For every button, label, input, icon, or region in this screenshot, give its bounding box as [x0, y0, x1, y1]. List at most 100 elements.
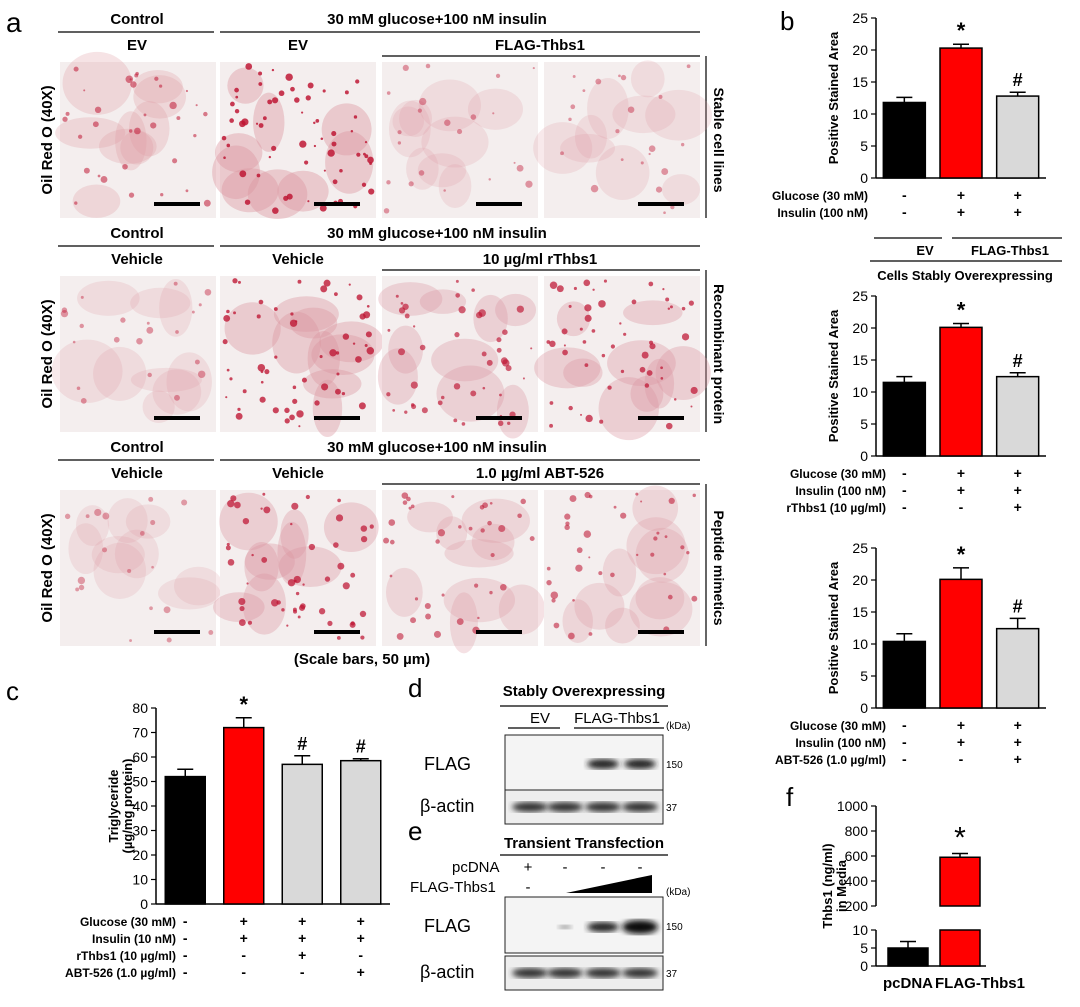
lipid-droplet: [237, 407, 241, 411]
lipid-droplet: [568, 632, 575, 640]
y-tick-label: 5: [860, 138, 868, 154]
band: [624, 759, 656, 769]
panel-d-title: Stably Overexpressing: [503, 683, 666, 700]
lipid-droplet: [688, 300, 694, 306]
cell-body: [152, 369, 202, 415]
cell-body: [607, 340, 676, 386]
cell-body: [612, 95, 676, 134]
cell-body: [556, 301, 591, 337]
condition-label: Glucose (30 mM): [772, 189, 868, 203]
significance-marker: #: [1013, 351, 1023, 371]
lipid-droplet: [73, 66, 79, 72]
cell-body: [629, 581, 693, 637]
lipid-droplet: [255, 122, 259, 125]
lipid-droplet: [500, 583, 507, 591]
panel-d-marker-37: 37: [666, 803, 678, 814]
panel-e-title: Transient Transfection: [504, 835, 664, 852]
lipid-droplet: [546, 566, 551, 571]
dose-wedge: [566, 875, 652, 893]
lipid-droplet: [658, 94, 663, 99]
lipid-droplet: [655, 186, 663, 193]
lipid-droplet: [151, 565, 154, 569]
cell-body: [114, 529, 159, 579]
panel-letter-c: c: [6, 676, 19, 706]
y-tick-label: 25: [852, 540, 868, 556]
cell-body: [174, 566, 223, 606]
y-tick-label: 5: [860, 668, 868, 684]
cell-body: [93, 346, 147, 401]
lipid-droplet: [620, 158, 624, 162]
lipid-droplet: [259, 396, 266, 403]
lipid-droplet: [297, 615, 301, 619]
cell-body: [444, 539, 514, 568]
lipid-droplet: [389, 574, 393, 578]
scale-bar: [638, 416, 684, 420]
lipid-droplet: [387, 328, 391, 332]
lipid-droplet: [335, 388, 341, 395]
band: [622, 920, 658, 934]
cell-body: [399, 99, 433, 138]
lipid-droplet: [229, 118, 234, 123]
bar: [995, 627, 1040, 709]
lipid-droplet: [457, 129, 463, 135]
row-side-label: Peptide mimetics: [711, 510, 727, 625]
lipid-droplet: [80, 397, 87, 404]
lipid-droplet: [332, 179, 338, 185]
lipid-droplet: [274, 355, 278, 359]
y-tick-label: 10: [132, 872, 148, 888]
lipid-droplet: [336, 372, 340, 376]
lipid-droplet: [230, 101, 235, 107]
lipid-droplet: [458, 306, 466, 314]
lipid-droplet: [418, 170, 425, 176]
cell-body: [55, 117, 126, 149]
lipid-droplet: [349, 621, 356, 628]
lipid-droplet: [496, 337, 502, 343]
scale-bar: [154, 416, 200, 420]
y-tick-label: 15: [852, 74, 868, 90]
lipid-droplet: [615, 129, 620, 134]
lipid-droplet: [284, 418, 290, 424]
lipid-droplet: [336, 635, 341, 640]
lipid-droplet: [635, 492, 639, 496]
lipid-droplet: [367, 156, 374, 164]
band: [585, 802, 621, 812]
bar: [939, 578, 983, 709]
lipid-droplet: [388, 519, 396, 526]
lipid-droplet: [271, 145, 277, 151]
lipid-droplet: [262, 492, 266, 496]
axis-break-gap: [938, 908, 982, 928]
lipid-droplet: [364, 343, 368, 347]
lipid-droplet: [313, 121, 316, 125]
lipid-droplet: [315, 119, 320, 123]
lipid-droplet: [631, 299, 637, 305]
lipid-droplet: [680, 545, 685, 550]
chart-b1: 0 5 10 15 20 25 Positive Stained Area * # Glucose…: [772, 10, 1062, 283]
lipid-droplet: [327, 620, 333, 626]
lipid-droplet: [62, 116, 68, 122]
sub-label: 1.0 µg/ml ABT-526: [476, 465, 604, 482]
lipid-droplet: [204, 288, 212, 296]
lipid-droplet: [478, 309, 486, 317]
lipid-droplet: [221, 135, 227, 141]
condition-label: Glucose (30 mM): [790, 719, 886, 733]
cell-body: [224, 302, 281, 355]
lipid-droplet: [226, 309, 230, 314]
lipid-droplet: [575, 564, 583, 572]
micrograph: [60, 62, 216, 218]
panel-d-kda: (kDa): [666, 721, 690, 732]
lipid-droplet: [198, 303, 202, 307]
cell-body: [212, 145, 260, 200]
lipid-droplet: [592, 288, 595, 291]
cell-body: [630, 375, 664, 412]
y-tick-label: 5: [860, 940, 868, 956]
lipid-droplet: [323, 279, 331, 287]
lipid-droplet: [561, 328, 568, 335]
condition-sign: +: [957, 187, 965, 203]
row-ylabel: Oil Red O (40X): [39, 513, 56, 622]
lipid-droplet: [646, 370, 653, 376]
lipid-droplet: [582, 340, 587, 344]
condition-sign: +: [1014, 734, 1022, 750]
cell-body: [215, 133, 263, 173]
lipid-droplet: [158, 84, 163, 88]
lipid-droplet: [653, 536, 658, 541]
